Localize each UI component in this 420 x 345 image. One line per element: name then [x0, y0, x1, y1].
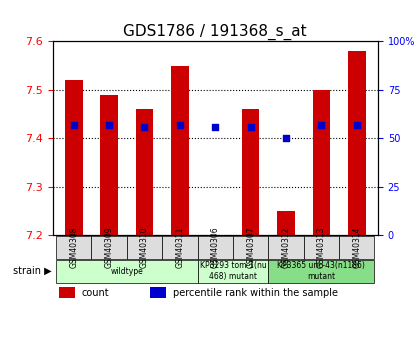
Text: strain ▶: strain ▶ — [13, 266, 52, 276]
Text: GSM40310: GSM40310 — [140, 227, 149, 268]
FancyBboxPatch shape — [197, 236, 233, 258]
Text: GSM40309: GSM40309 — [105, 227, 113, 268]
FancyBboxPatch shape — [127, 236, 162, 258]
Bar — [136, 109, 153, 235]
Point — [283, 136, 289, 141]
FancyBboxPatch shape — [56, 236, 92, 258]
Text: GSM40308: GSM40308 — [69, 227, 78, 268]
Text: GSM40313: GSM40313 — [317, 227, 326, 268]
FancyBboxPatch shape — [197, 259, 268, 283]
Text: KP3365 unc-43(n1186)
mutant: KP3365 unc-43(n1186) mutant — [278, 262, 365, 281]
Bar — [59, 287, 75, 298]
FancyBboxPatch shape — [233, 236, 268, 258]
FancyBboxPatch shape — [92, 236, 127, 258]
Text: wildtype: wildtype — [110, 267, 143, 276]
Bar — [312, 90, 330, 235]
Bar — [150, 287, 166, 298]
Text: GSM40314: GSM40314 — [352, 227, 361, 268]
Point — [141, 124, 148, 129]
Text: count: count — [82, 287, 110, 297]
Point — [212, 124, 219, 129]
Text: GSM40311: GSM40311 — [176, 227, 184, 268]
FancyBboxPatch shape — [268, 236, 304, 258]
Text: percentile rank within the sample: percentile rank within the sample — [173, 287, 338, 297]
Bar — [348, 51, 366, 235]
FancyBboxPatch shape — [268, 259, 375, 283]
Text: GSM40312: GSM40312 — [281, 227, 291, 268]
FancyBboxPatch shape — [56, 259, 197, 283]
Text: GSM40306: GSM40306 — [211, 227, 220, 268]
Bar — [100, 95, 118, 235]
FancyBboxPatch shape — [339, 236, 375, 258]
FancyBboxPatch shape — [304, 236, 339, 258]
Bar — [277, 211, 295, 235]
Text: KP3293 tom-1(nu
468) mutant: KP3293 tom-1(nu 468) mutant — [200, 262, 266, 281]
Point — [71, 122, 77, 128]
Point — [106, 122, 113, 128]
Bar — [65, 80, 83, 235]
Title: GDS1786 / 191368_s_at: GDS1786 / 191368_s_at — [123, 24, 307, 40]
Bar — [242, 109, 260, 235]
Point — [318, 122, 325, 128]
Point — [247, 124, 254, 129]
FancyBboxPatch shape — [162, 236, 197, 258]
Point — [353, 122, 360, 128]
Point — [176, 122, 183, 128]
Text: GSM40307: GSM40307 — [246, 227, 255, 268]
Bar — [171, 66, 189, 235]
